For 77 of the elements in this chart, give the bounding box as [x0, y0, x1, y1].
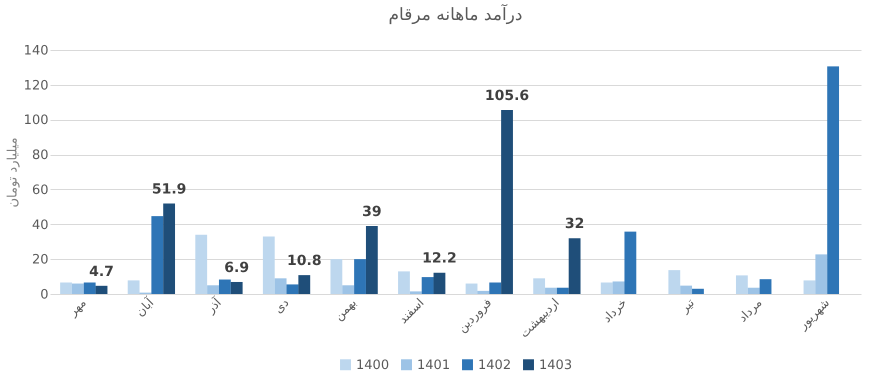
bar: [748, 288, 760, 294]
bar: [60, 282, 72, 294]
data-label: 32: [564, 216, 584, 232]
legend-label: 1403: [539, 358, 572, 373]
bar: [600, 282, 613, 294]
bar: [827, 66, 840, 294]
bar: [804, 280, 816, 294]
bar: [668, 270, 680, 294]
bar: [410, 291, 422, 294]
bar: [218, 280, 231, 294]
bar: [366, 226, 378, 294]
bar: [568, 238, 581, 294]
bar: [612, 281, 624, 294]
x-tick-label: اسفند: [396, 296, 427, 326]
bar: [680, 286, 692, 294]
data-label: 12.2: [422, 250, 457, 267]
x-tick-label: اردیبهشت: [516, 296, 562, 340]
data-label: 51.9: [152, 182, 186, 198]
bar: [422, 277, 434, 294]
bar: [262, 236, 275, 294]
legend-label: 1400: [356, 358, 390, 373]
x-tick-label: دی: [271, 296, 292, 316]
data-label: 4.7: [89, 264, 114, 280]
y-tick-label: 40: [32, 218, 48, 233]
y-tick-label: 20: [32, 252, 48, 268]
bar: [533, 278, 546, 294]
bar: [477, 290, 490, 294]
bar: [230, 282, 243, 294]
x-tick-label: فروردین: [454, 296, 494, 335]
bar: [128, 280, 140, 294]
bar: [286, 284, 298, 294]
bar: [736, 275, 748, 294]
y-tick-label: 0: [40, 288, 48, 302]
x-tick-label: آبان: [132, 294, 157, 319]
data-label: 39: [362, 204, 382, 220]
bar: [163, 204, 176, 294]
data-label: 105.6: [484, 88, 530, 104]
x-tick-label: مهر: [64, 296, 89, 320]
y-axis-title: میلیارد تومان: [6, 137, 21, 208]
bar: [556, 288, 569, 294]
x-tick-label: تیر: [676, 296, 697, 316]
bar: [489, 282, 502, 294]
data-label: 6.9: [224, 260, 250, 276]
x-tick-label: شهریور: [795, 296, 832, 333]
bar: [298, 275, 310, 294]
x-tick-label: خرداد: [600, 296, 630, 326]
bar: [274, 278, 287, 294]
bar: [330, 259, 342, 294]
bar: [545, 288, 557, 294]
bar: [815, 254, 828, 294]
bar: [434, 272, 446, 294]
bar: [354, 259, 366, 294]
bar: [342, 285, 354, 294]
bar: [151, 216, 164, 294]
y-tick-label: 60: [32, 182, 48, 198]
legend-label: 1401: [417, 358, 450, 373]
bar: [760, 279, 772, 294]
x-tick-label: مرداد: [736, 296, 765, 325]
data-label: 10.8: [287, 253, 322, 270]
y-tick-label: 120: [24, 78, 48, 94]
bar: [84, 282, 96, 294]
bar: [72, 284, 84, 294]
bar: [96, 286, 108, 294]
y-tick-label: 140: [24, 44, 48, 58]
x-tick-label: بهمن: [332, 296, 360, 324]
chart-title: درآمد ماهانه مرقام: [388, 4, 522, 25]
legend-label: 1402: [478, 358, 512, 373]
bar: [195, 234, 208, 294]
y-tick-label: 80: [32, 148, 48, 164]
bar: [398, 271, 410, 294]
bar: [501, 110, 513, 294]
x-tick-label: آذر: [202, 294, 224, 316]
bar: [466, 284, 478, 294]
y-tick-label: 100: [24, 113, 48, 128]
bar: [692, 288, 704, 294]
bar: [207, 285, 219, 294]
bar: [624, 232, 636, 294]
